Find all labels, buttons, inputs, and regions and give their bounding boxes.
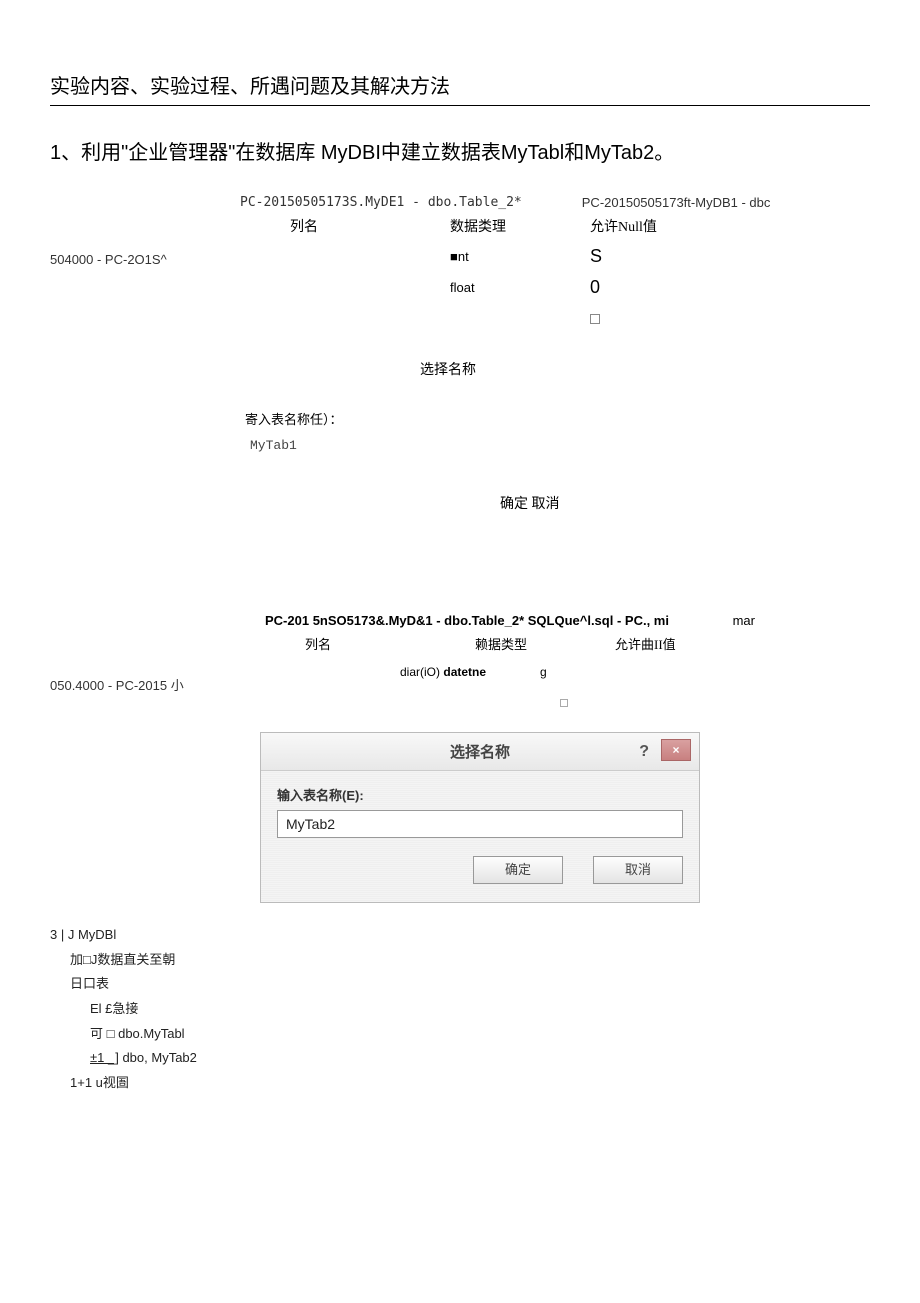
tree-node[interactable]: 加□J数据直关至朝 xyxy=(70,948,870,973)
dialog2-title: 选择名称 xyxy=(450,741,510,762)
tab-row: PC-20150505173S.MyDE1 - dbo.Table_2* PC-… xyxy=(240,195,870,210)
close-icon[interactable]: × xyxy=(661,739,691,761)
cell-type: ■nt xyxy=(450,249,590,264)
tree-node[interactable]: El £急接 xyxy=(90,997,870,1022)
object-tree: 3 | J MyDBl 加□J数据直关至朝 日口表 El £急接 可 □ dbo… xyxy=(50,923,870,1096)
tab-row-2: PC-201 5nSO5173&.MyD&1 - dbo.Table_2* SQ… xyxy=(265,613,870,628)
header-col-name: 列名 xyxy=(290,216,450,236)
cell-type: float xyxy=(450,280,590,295)
header-col-null-2: 允许曲II值 xyxy=(615,634,715,653)
cell-null-2: g xyxy=(540,665,620,679)
header-col-null: 允许Null值 xyxy=(590,216,690,236)
cell-c2: datetne xyxy=(443,665,486,679)
tab-extra-2: mar xyxy=(733,613,755,628)
cancel-button[interactable]: 取消 xyxy=(532,497,560,512)
table-header-2: 列名 赖据类型 允许曲II值 xyxy=(305,634,870,653)
tree-node-tables[interactable]: 日口表 xyxy=(70,972,870,997)
left-label-2: 050.4000 - PC-2015 小 xyxy=(50,675,184,694)
cell-c1: diar(iO) xyxy=(400,665,440,679)
table-header: 列名 数据类理 允许Null值 xyxy=(290,216,870,236)
tab-right[interactable]: PC-20150505173ft-MyDB1 - dbc xyxy=(582,195,771,210)
section-title: 实验内容、实验过程、所遇问题及其解决方法 xyxy=(50,70,870,106)
tab-main-2[interactable]: PC-201 5nSO5173&.MyD&1 - dbo.Table_2* SQ… xyxy=(265,613,669,628)
table-row[interactable]: float 0 xyxy=(290,277,870,298)
checkbox-icon[interactable] xyxy=(590,314,600,324)
tree-label: dbo, MyTab2 xyxy=(122,1050,196,1065)
tree-prefix: ±1 _] xyxy=(90,1050,119,1065)
header-col-name-2: 列名 xyxy=(305,634,475,653)
left-label-1: 504000 - PC-2O1S^ xyxy=(50,252,167,267)
cancel-button[interactable]: 取消 xyxy=(593,856,683,884)
table-row[interactable]: diar(iO) datetne g xyxy=(400,665,870,679)
dialog2-body: 输入表名称(E): 确定 取消 xyxy=(261,771,699,902)
dialog1-value[interactable]: MyTab1 xyxy=(250,438,870,453)
table-name-input[interactable] xyxy=(277,810,683,838)
block1: PC-20150505173S.MyDE1 - dbo.Table_2* PC-… xyxy=(50,195,870,513)
dialog1-label: 寄入表名称任）： xyxy=(245,409,870,428)
dialog2-label: 输入表名称(E): xyxy=(277,785,683,804)
tree-label: dbo.MyTabl xyxy=(118,1026,184,1041)
ok-button[interactable]: 确定 xyxy=(500,497,528,512)
dialog1-title: 选择名称 xyxy=(420,359,870,379)
cell-null: 0 xyxy=(590,277,690,298)
help-icon[interactable]: ? xyxy=(639,743,649,761)
table-row[interactable] xyxy=(290,308,870,329)
table-row[interactable]: ■nt S xyxy=(290,246,870,267)
dialog1-buttons: 确定 取消 xyxy=(500,493,870,513)
cell-null: S xyxy=(590,246,690,267)
tree-prefix: 可 □ xyxy=(90,1026,114,1041)
step1-title: 1、利用"企业管理器"在数据库 MyDBI中建立数据表MyTabl和MyTab2… xyxy=(50,136,870,165)
tree-node-mytab1[interactable]: 可 □ dbo.MyTabl xyxy=(90,1022,870,1047)
tree-node-views[interactable]: 1+1 u视圄 xyxy=(70,1071,870,1096)
tree-node-db[interactable]: 3 | J MyDBl xyxy=(50,923,870,948)
ok-button[interactable]: 确定 xyxy=(473,856,563,884)
header-col-type-2: 赖据类型 xyxy=(475,634,615,653)
tab-left[interactable]: PC-20150505173S.MyDE1 - dbo.Table_2* xyxy=(240,195,522,210)
tree-node-mytab2[interactable]: ±1 _] dbo, MyTab2 xyxy=(90,1046,870,1071)
dialog2-titlebar: 选择名称 ? × xyxy=(261,733,699,771)
dialog2: 选择名称 ? × 输入表名称(E): 确定 取消 xyxy=(260,732,700,903)
checkbox-icon[interactable] xyxy=(560,699,568,707)
dialog2-buttons: 确定 取消 xyxy=(277,856,683,884)
header-col-type: 数据类理 xyxy=(450,216,590,236)
block2: PC-201 5nSO5173&.MyD&1 - dbo.Table_2* SQ… xyxy=(50,613,870,903)
